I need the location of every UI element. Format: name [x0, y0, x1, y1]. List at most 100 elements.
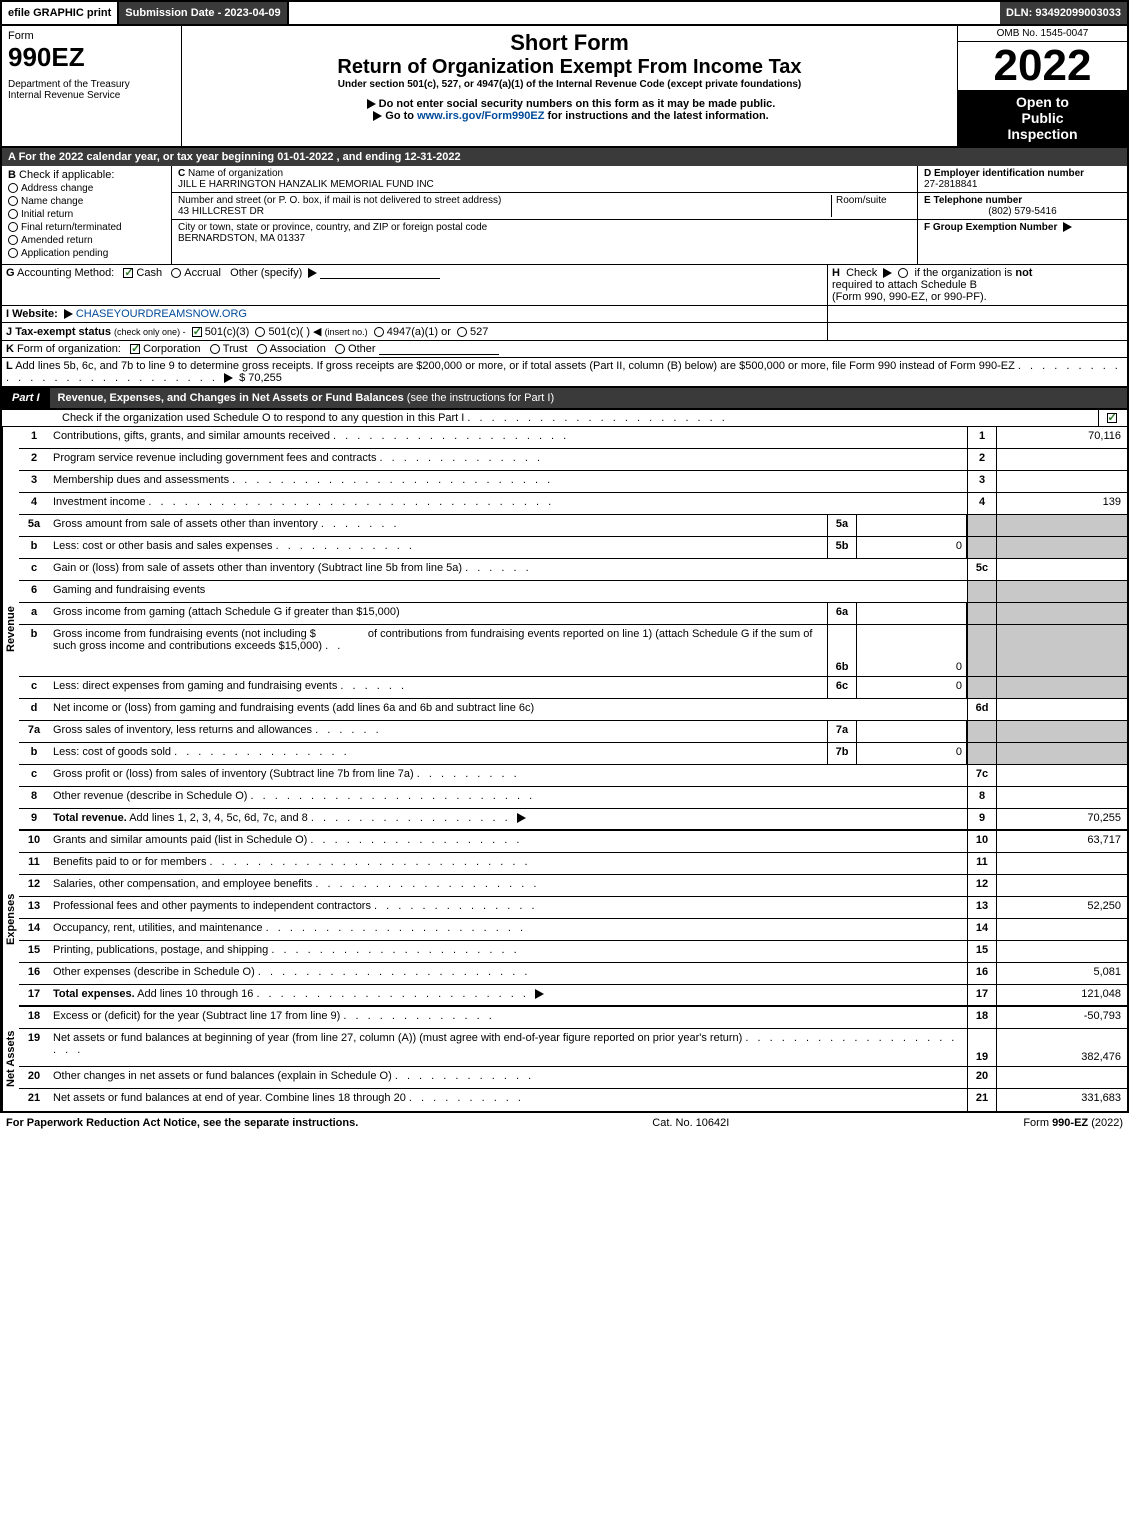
part-i-label: Part I [2, 388, 50, 408]
line-15: 15Printing, publications, postage, and s… [19, 941, 1127, 963]
part-i-bar: Part I Revenue, Expenses, and Changes in… [0, 388, 1129, 410]
revenue-label: Revenue [2, 427, 19, 831]
triangle-icon [535, 989, 544, 999]
line-20: 20Other changes in net assets or fund ba… [19, 1067, 1127, 1089]
check-501c[interactable] [255, 327, 265, 337]
line-3: 3Membership dues and assessments . . . .… [19, 471, 1127, 493]
line-11: 11Benefits paid to or for members . . . … [19, 853, 1127, 875]
line-6: 6Gaming and fundraising events [19, 581, 1127, 603]
line-18: 18Excess or (deficit) for the year (Subt… [19, 1007, 1127, 1029]
line-6b: bGross income from fundraising events (n… [19, 625, 1127, 677]
city-state-zip: BERNARDSTON, MA 01337 [178, 233, 305, 244]
triangle-icon [308, 268, 317, 278]
check-cash[interactable] [123, 268, 133, 278]
telephone: (802) 579-5416 [924, 206, 1121, 217]
line-21: 21Net assets or fund balances at end of … [19, 1089, 1127, 1111]
revenue-section: Revenue 1Contributions, gifts, grants, a… [0, 427, 1129, 831]
check-final-return[interactable]: Final return/terminated [8, 222, 165, 233]
check-schedule-o[interactable] [1107, 413, 1117, 423]
section-j: J Tax-exempt status (check only one) - 5… [0, 323, 1129, 341]
line-5b-value: 0 [857, 537, 967, 558]
line-6b-value: 0 [857, 625, 967, 676]
check-corporation[interactable] [130, 344, 140, 354]
line-2: 2Program service revenue including gover… [19, 449, 1127, 471]
line-5b: bLess: cost or other basis and sales exp… [19, 537, 1127, 559]
submission-date: Submission Date - 2023-04-09 [119, 2, 288, 24]
footer-right: Form 990-EZ (2022) [1023, 1117, 1123, 1129]
line-6a: aGross income from gaming (attach Schedu… [19, 603, 1127, 625]
website-link[interactable]: CHASEYOURDREAMSNOW.ORG [76, 308, 247, 320]
line-1-value: 70,116 [997, 427, 1127, 448]
ein: 27-2818841 [924, 179, 977, 190]
open-to-public: Open toPublicInspection [958, 90, 1127, 146]
footer-left: For Paperwork Reduction Act Notice, see … [6, 1117, 358, 1129]
triangle-icon [224, 373, 233, 383]
triangle-icon [517, 813, 526, 823]
section-a-bar: A For the 2022 calendar year, or tax yea… [0, 148, 1129, 166]
header-center: Short Form Return of Organization Exempt… [182, 26, 957, 146]
line-17-value: 121,048 [997, 985, 1127, 1005]
line-7b-value: 0 [857, 743, 967, 764]
org-name: JILL E HARRINGTON HANZALIK MEMORIAL FUND… [178, 179, 434, 190]
check-schedule-b[interactable] [898, 268, 908, 278]
check-association[interactable] [257, 344, 267, 354]
line-9: 9Total revenue. Add lines 1, 2, 3, 4, 5c… [19, 809, 1127, 831]
check-amended-return[interactable]: Amended return [8, 235, 165, 246]
section-l: L Add lines 5b, 6c, and 7b to line 9 to … [0, 358, 1129, 388]
line-16: 16Other expenses (describe in Schedule O… [19, 963, 1127, 985]
line-10: 10Grants and similar amounts paid (list … [19, 831, 1127, 853]
triangle-icon [373, 111, 382, 121]
footer-cat-no: Cat. No. 10642I [652, 1117, 729, 1129]
sections-d-e-f: D Employer identification number27-28188… [917, 166, 1127, 264]
line-6d: dNet income or (loss) from gaming and fu… [19, 699, 1127, 721]
line-1: 1Contributions, gifts, grants, and simil… [19, 427, 1127, 449]
line-4: 4Investment income . . . . . . . . . . .… [19, 493, 1127, 515]
check-address-change[interactable]: Address change [8, 183, 165, 194]
check-527[interactable] [457, 327, 467, 337]
instr-goto: Go to www.irs.gov/Form990EZ for instruct… [188, 110, 951, 122]
check-initial-return[interactable]: Initial return [8, 209, 165, 220]
line-12: 12Salaries, other compensation, and empl… [19, 875, 1127, 897]
line-16-value: 5,081 [997, 963, 1127, 984]
topbar: efile GRAPHIC print Submission Date - 20… [0, 0, 1129, 26]
omb-number: OMB No. 1545-0047 [958, 26, 1127, 42]
line-19: 19Net assets or fund balances at beginni… [19, 1029, 1127, 1067]
line-7c: cGross profit or (loss) from sales of in… [19, 765, 1127, 787]
line-21-value: 331,683 [997, 1089, 1127, 1111]
room-suite: Room/suite [831, 195, 911, 217]
line-9-value: 70,255 [997, 809, 1127, 829]
net-assets-section: Net Assets 18Excess or (deficit) for the… [0, 1007, 1129, 1113]
section-i: I Website: CHASEYOURDREAMSNOW.ORG [0, 306, 1129, 323]
check-trust[interactable] [210, 344, 220, 354]
irs-link[interactable]: www.irs.gov/Form990EZ [417, 110, 544, 122]
section-b: B Check if applicable: Address change Na… [2, 166, 172, 264]
triangle-icon [64, 309, 73, 319]
header-left: Form 990EZ Department of the Treasury In… [2, 26, 182, 146]
check-4947[interactable] [374, 327, 384, 337]
line-4-value: 139 [997, 493, 1127, 514]
dept: Department of the Treasury [8, 79, 175, 90]
under-section: Under section 501(c), 527, or 4947(a)(1)… [188, 79, 951, 90]
line-19-value: 382,476 [997, 1029, 1127, 1066]
check-application-pending[interactable]: Application pending [8, 248, 165, 259]
check-other-org[interactable] [335, 344, 345, 354]
irs: Internal Revenue Service [8, 90, 175, 101]
line-6c: cLess: direct expenses from gaming and f… [19, 677, 1127, 699]
line-10-value: 63,717 [997, 831, 1127, 852]
check-501c3[interactable] [192, 327, 202, 337]
efile-print[interactable]: efile GRAPHIC print [2, 2, 119, 24]
line-13-value: 52,250 [997, 897, 1127, 918]
line-13: 13Professional fees and other payments t… [19, 897, 1127, 919]
section-k: K Form of organization: Corporation Trus… [0, 341, 1129, 358]
triangle-icon [1063, 222, 1072, 232]
dln: DLN: 93492099003033 [1000, 2, 1127, 24]
line-7b: bLess: cost of goods sold . . . . . . . … [19, 743, 1127, 765]
line-14: 14Occupancy, rent, utilities, and mainte… [19, 919, 1127, 941]
instr-ssn: Do not enter social security numbers on … [188, 98, 951, 110]
form-number: 990EZ [8, 42, 175, 73]
line-7a: 7aGross sales of inventory, less returns… [19, 721, 1127, 743]
short-form-title: Short Form [188, 30, 951, 56]
check-accrual[interactable] [171, 268, 181, 278]
check-name-change[interactable]: Name change [8, 196, 165, 207]
triangle-icon [883, 268, 892, 278]
